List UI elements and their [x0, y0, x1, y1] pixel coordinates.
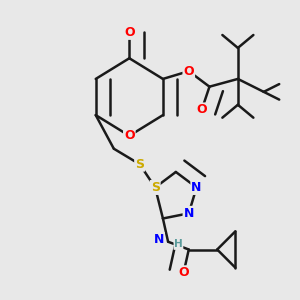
Text: H: H — [174, 239, 183, 249]
Text: N: N — [191, 181, 202, 194]
Text: S: S — [135, 158, 144, 171]
Text: S: S — [151, 181, 160, 194]
Text: N: N — [184, 207, 194, 220]
Text: O: O — [184, 65, 194, 78]
Text: O: O — [178, 266, 189, 279]
Text: N: N — [154, 233, 164, 246]
Text: O: O — [196, 103, 207, 116]
Text: O: O — [124, 129, 135, 142]
Text: O: O — [124, 26, 135, 39]
